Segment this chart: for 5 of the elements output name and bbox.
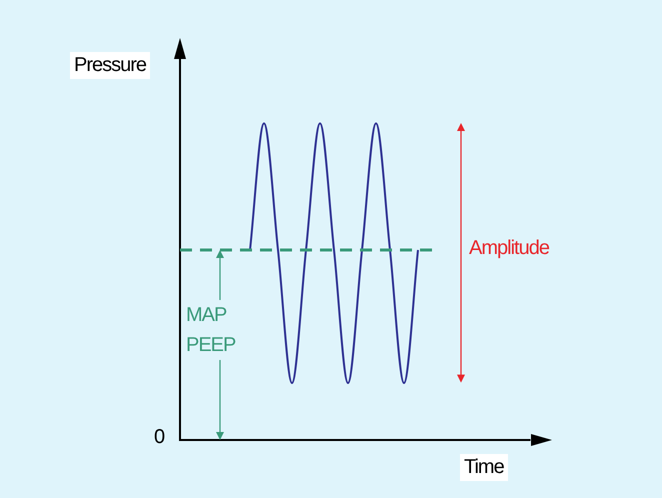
annotation: MAP PEEP — [186, 300, 238, 360]
y-axis-title: Pressure — [70, 52, 150, 79]
text: 0 — [154, 426, 164, 449]
annotation: Amplitude — [469, 237, 549, 260]
x-axis-title: Time — [460, 454, 508, 481]
